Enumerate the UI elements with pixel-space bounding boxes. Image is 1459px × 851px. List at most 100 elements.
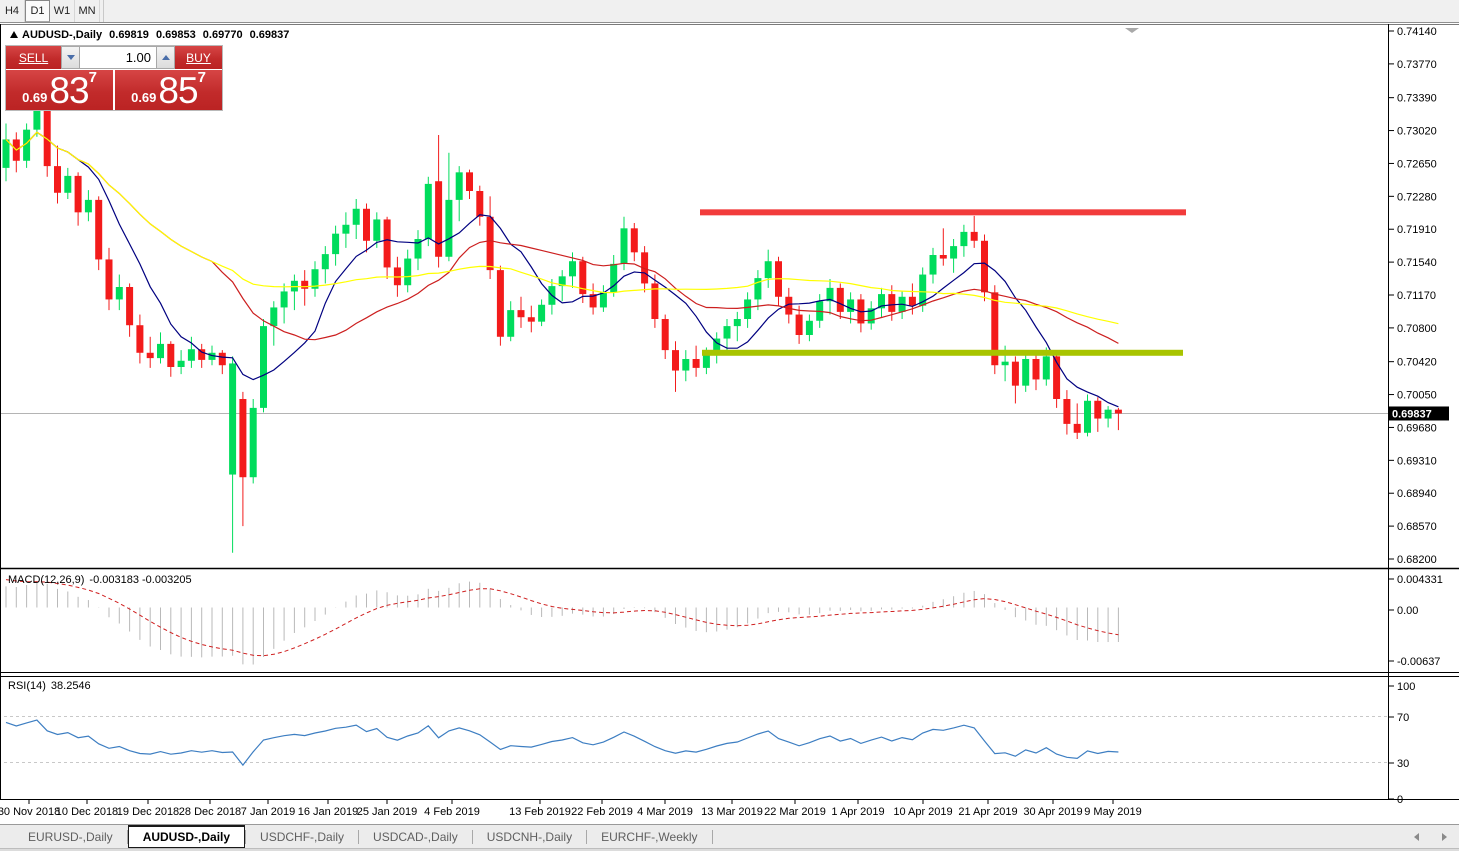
- tab-separator: [358, 829, 360, 844]
- price-axis-label: 0.72280: [1397, 191, 1437, 203]
- chevron-right-icon: [1441, 833, 1447, 841]
- tab-eurchf-weekly[interactable]: EURCHF-,Weekly: [601, 829, 698, 844]
- timeframe-button-d1[interactable]: D1: [25, 0, 50, 22]
- candle-body: [1022, 359, 1030, 386]
- candle-body: [301, 280, 309, 289]
- chart-tab-bar: EURUSD-,Daily AUDUSD-,Daily USDCHF-,Dail…: [0, 824, 1459, 848]
- buy-price-prefix: 0.69: [131, 90, 157, 105]
- timeframe-button-w1[interactable]: W1: [50, 0, 75, 22]
- status-strip: [0, 848, 1459, 851]
- toolbar-separator: [100, 0, 104, 22]
- candle-body: [2, 139, 10, 168]
- candle-body: [332, 233, 340, 255]
- current-price-box: [1389, 406, 1449, 421]
- candle-body: [95, 199, 103, 260]
- macd-axis-label: 0.004331: [1397, 574, 1443, 586]
- price-axis-label: 0.68200: [1397, 554, 1437, 566]
- sell-price-pips: 7: [88, 69, 97, 86]
- candle-body: [888, 294, 896, 312]
- candle-body: [476, 191, 484, 217]
- chart-symbol-label: AUDUSD-,Daily: [22, 29, 103, 41]
- price-axis-label: 0.73770: [1397, 59, 1437, 71]
- resistance-line: [700, 209, 1186, 216]
- tab-scroll-left-button[interactable]: [1409, 830, 1423, 844]
- volume-decrease-button[interactable]: [61, 46, 80, 69]
- tab-usdchf-daily[interactable]: USDCHF-,Daily: [260, 829, 345, 844]
- candle-body: [1063, 399, 1071, 424]
- tab-usdcnh-daily[interactable]: USDCNH-,Daily: [486, 829, 573, 844]
- chart-canvas[interactable]: 0.74140 0.73770 0.73390 0.73020 0.72650 0.722…: [0, 0, 1459, 824]
- price-axis-label: 0.68940: [1397, 488, 1437, 500]
- timeframe-button-h4[interactable]: H4: [0, 0, 25, 22]
- candle-body: [321, 254, 329, 270]
- date-axis-label: 22 Mar 2019: [764, 806, 826, 818]
- candle-body: [1042, 356, 1050, 380]
- candle-body: [466, 172, 473, 191]
- rsi-axis-label: 70: [1397, 712, 1409, 724]
- candle-body: [1114, 409, 1122, 414]
- candle-body: [270, 307, 278, 327]
- tab-usdcad-daily[interactable]: USDCAD-,Daily: [373, 829, 458, 844]
- candle-body: [991, 292, 999, 366]
- date-axis-label: 30 Nov 2018: [0, 806, 60, 818]
- candle-body: [54, 166, 61, 193]
- candle-body: [960, 231, 968, 247]
- macd-signal-line: [5, 579, 1119, 657]
- timeframe-button-mn[interactable]: MN: [75, 0, 100, 22]
- candle-body: [599, 292, 607, 308]
- candle-body: [84, 199, 92, 213]
- candle-body: [970, 231, 978, 241]
- candle-body: [167, 343, 175, 367]
- candle-body: [558, 276, 566, 287]
- price-axis-label: 0.71540: [1397, 257, 1437, 269]
- candle-body: [1001, 361, 1009, 366]
- symbol-triangle-icon: [10, 31, 18, 38]
- price-axis-label: 0.72650: [1397, 158, 1437, 170]
- buy-price-tile[interactable]: 0.69 85 7: [115, 70, 222, 110]
- candle-body: [527, 317, 535, 322]
- rsi-axis-label: 100: [1397, 681, 1415, 693]
- tab-audusd-daily[interactable]: AUDUSD-,Daily: [127, 825, 246, 848]
- buy-button[interactable]: BUY: [175, 46, 222, 69]
- sell-price-tile[interactable]: 0.69 83 7: [6, 70, 113, 110]
- date-axis-label: 7 Jan 2019: [241, 806, 295, 818]
- date-axis-label: 16 Jan 2019: [298, 806, 359, 818]
- candle-body: [950, 246, 958, 259]
- price-axis-label: 0.73390: [1397, 93, 1437, 105]
- candle-body: [713, 338, 721, 355]
- tab-eurusd-daily[interactable]: EURUSD-,Daily: [28, 829, 113, 844]
- candle-body: [393, 267, 401, 286]
- date-axis-label: 10 Apr 2019: [893, 806, 952, 818]
- ma-slow-line: [5, 131, 1119, 325]
- date-axis-label: 30 Apr 2019: [1023, 806, 1082, 818]
- candle-body: [1032, 359, 1040, 380]
- price-axis-label: 0.69310: [1397, 455, 1437, 467]
- ma-fast-line: [5, 131, 1119, 408]
- macd-label: MACD(12,26,9) -0.003183 -0.003205: [8, 574, 192, 586]
- candle-body: [424, 183, 432, 239]
- volume-input[interactable]: 1.00: [80, 46, 156, 69]
- candle-body: [157, 343, 164, 359]
- date-axis-label: 19 Dec 2018: [117, 806, 179, 818]
- candle-body: [589, 294, 597, 308]
- candle-body: [1053, 356, 1061, 399]
- candle-body: [692, 359, 700, 368]
- candle-body: [641, 252, 649, 284]
- candle-body: [1104, 409, 1112, 419]
- candle-body: [630, 228, 638, 253]
- tab-scroll-right-button[interactable]: [1437, 830, 1451, 844]
- candle-body: [538, 304, 546, 322]
- volume-increase-button[interactable]: [156, 46, 175, 69]
- candle-body: [64, 175, 72, 193]
- candle-body: [919, 274, 927, 306]
- rsi-label: RSI(14) 38.2546: [8, 680, 91, 692]
- tab-separator: [471, 829, 473, 844]
- sell-button[interactable]: SELL: [6, 46, 61, 69]
- ohlc-high: 0.69853: [155, 29, 196, 41]
- candle-body: [672, 350, 679, 371]
- candle-body: [363, 208, 370, 241]
- price-axis-label: 0.71170: [1397, 290, 1436, 302]
- ohlc-close: 0.69837: [249, 29, 290, 41]
- candle-body: [198, 349, 206, 360]
